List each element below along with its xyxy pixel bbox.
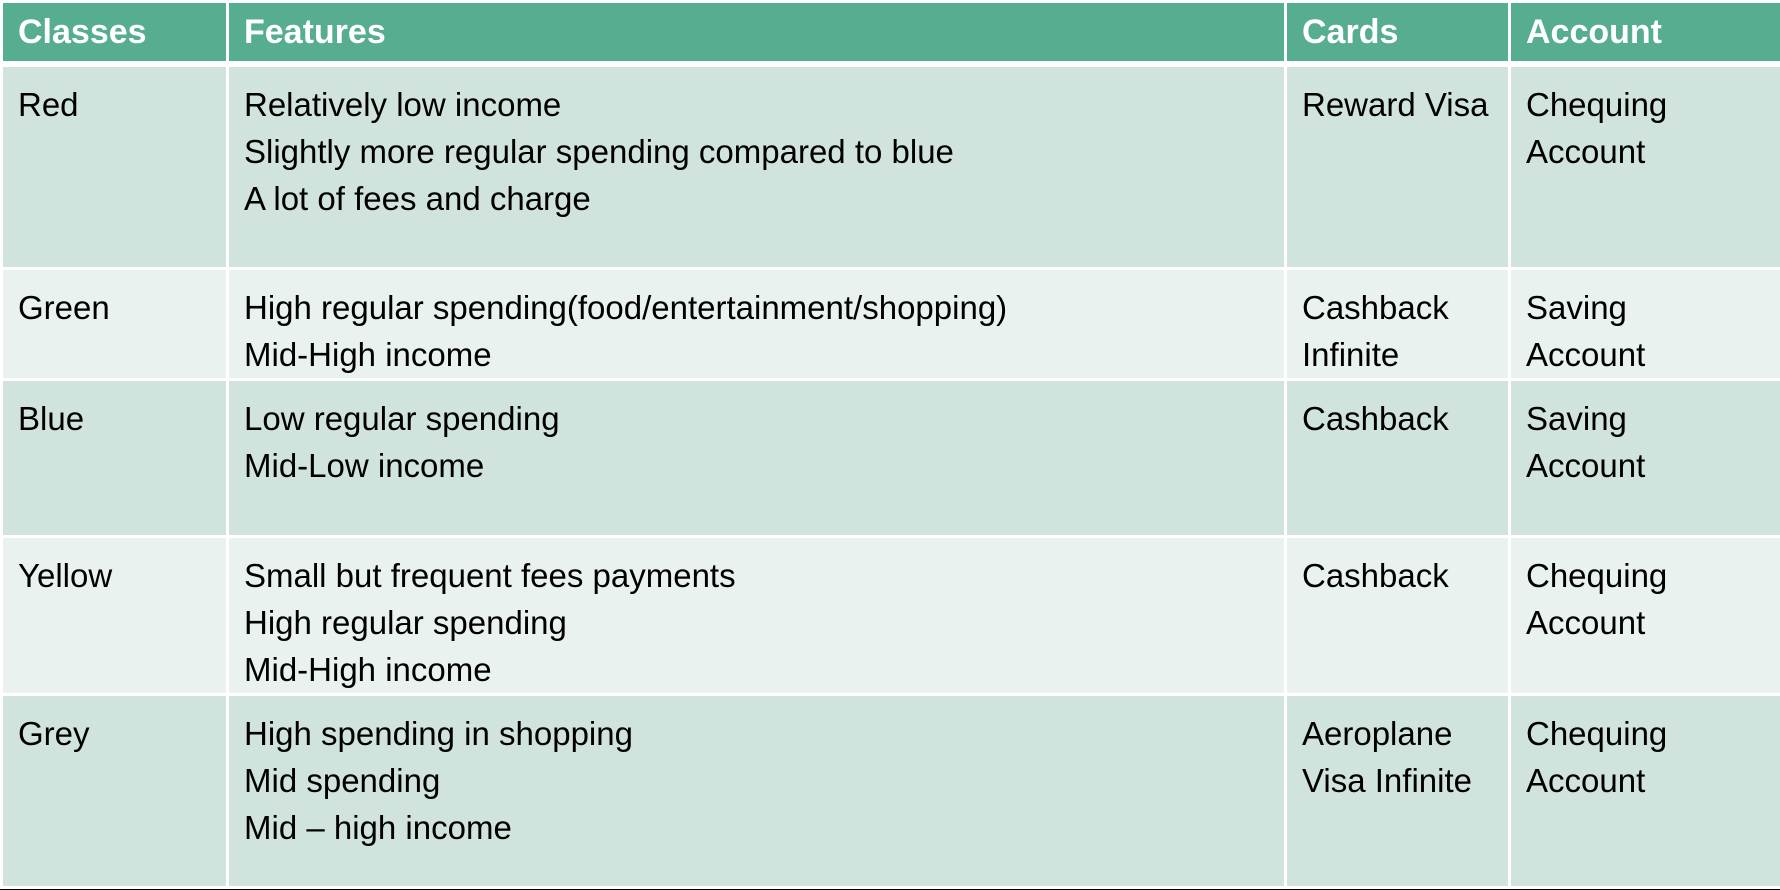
account-line: Chequing bbox=[1526, 557, 1668, 594]
account-line: Chequing bbox=[1526, 86, 1668, 123]
class-name: Grey bbox=[18, 715, 90, 752]
features-cell: High spending in shopping Mid spending M… bbox=[226, 693, 1287, 889]
table-row-red: Red Relatively low income Slightly more … bbox=[0, 62, 1780, 270]
feature-line: Relatively low income bbox=[244, 86, 562, 123]
card-line: Infinite bbox=[1302, 336, 1400, 373]
cards-cell: Aeroplane Visa Infinite bbox=[1284, 693, 1511, 889]
table-header: Classes Features Cards Account bbox=[0, 0, 1780, 67]
feature-line: Slightly more regular spending compared … bbox=[244, 133, 954, 170]
account-line: Account bbox=[1526, 336, 1646, 373]
table-row-grey: Grey High spending in shopping Mid spend… bbox=[0, 693, 1780, 889]
card-line: Aeroplane bbox=[1302, 715, 1453, 752]
feature-line: High regular spending bbox=[244, 604, 567, 641]
account-line: Account bbox=[1526, 762, 1646, 799]
table-row-blue: Blue Low regular spending Mid-Low income… bbox=[0, 378, 1780, 538]
feature-line: A lot of fees and charge bbox=[244, 180, 591, 217]
header-cards: Cards bbox=[1284, 0, 1511, 67]
account-cell: Chequing Account bbox=[1508, 535, 1780, 696]
account-line: Account bbox=[1526, 447, 1646, 484]
class-name: Blue bbox=[18, 400, 85, 437]
card-line: Cashback bbox=[1302, 400, 1449, 437]
header-account: Account bbox=[1508, 0, 1780, 67]
features-cell: Small but frequent fees payments High re… bbox=[226, 535, 1287, 696]
account-line: Account bbox=[1526, 604, 1646, 641]
account-line: Account bbox=[1526, 133, 1646, 170]
card-line: Cashback bbox=[1302, 557, 1449, 594]
cards-cell: Cashback bbox=[1284, 378, 1511, 538]
features-cell: High regular spending(food/entertainment… bbox=[226, 267, 1287, 381]
header-features: Features bbox=[226, 0, 1287, 67]
class-cell: Red bbox=[0, 62, 229, 270]
account-cell: Chequing Account bbox=[1508, 62, 1780, 270]
account-line: Chequing bbox=[1526, 715, 1668, 752]
header-classes: Classes bbox=[0, 0, 229, 67]
table-row-yellow: Yellow Small but frequent fees payments … bbox=[0, 535, 1780, 696]
card-line: Cashback bbox=[1302, 289, 1449, 326]
class-cell: Blue bbox=[0, 378, 229, 538]
feature-line: Mid – high income bbox=[244, 809, 512, 846]
cards-cell: Cashback bbox=[1284, 535, 1511, 696]
feature-line: Mid spending bbox=[244, 762, 441, 799]
account-cell: Saving Account bbox=[1508, 378, 1780, 538]
account-line: Saving bbox=[1526, 400, 1627, 437]
feature-line: Mid-High income bbox=[244, 651, 492, 688]
card-line: Reward Visa bbox=[1302, 86, 1489, 123]
features-cell: Relatively low income Slightly more regu… bbox=[226, 62, 1287, 270]
class-cell: Green bbox=[0, 267, 229, 381]
account-cell: Saving Account bbox=[1508, 267, 1780, 381]
features-cell: Low regular spending Mid-Low income bbox=[226, 378, 1287, 538]
feature-line: Low regular spending bbox=[244, 400, 560, 437]
class-cell: Yellow bbox=[0, 535, 229, 696]
feature-line: High spending in shopping bbox=[244, 715, 633, 752]
class-name: Yellow bbox=[18, 557, 113, 594]
feature-line: Small but frequent fees payments bbox=[244, 557, 736, 594]
card-line: Visa Infinite bbox=[1302, 762, 1472, 799]
class-cell: Grey bbox=[0, 693, 229, 889]
feature-line: Mid-Low income bbox=[244, 447, 485, 484]
class-name: Red bbox=[18, 86, 79, 123]
account-line: Saving bbox=[1526, 289, 1627, 326]
cards-cell: Cashback Infinite bbox=[1284, 267, 1511, 381]
account-cell: Chequing Account bbox=[1508, 693, 1780, 889]
class-name: Green bbox=[18, 289, 110, 326]
table-row-green: Green High regular spending(food/enterta… bbox=[0, 267, 1780, 381]
feature-line: Mid-High income bbox=[244, 336, 492, 373]
cards-cell: Reward Visa bbox=[1284, 62, 1511, 270]
feature-line: High regular spending(food/entertainment… bbox=[244, 289, 1008, 326]
